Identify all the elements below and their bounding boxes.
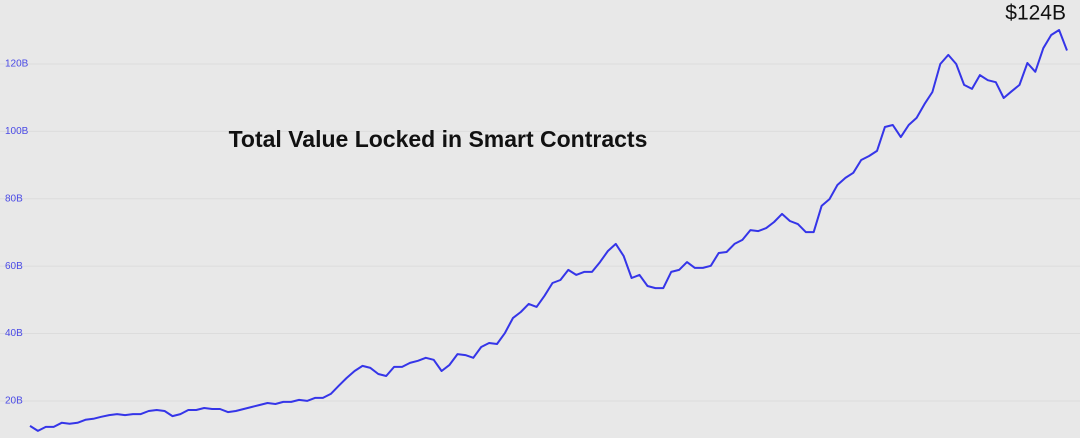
- y-tick-label: 100B: [5, 126, 29, 137]
- y-tick-label: 40B: [5, 328, 23, 339]
- annotation: $124B: [1005, 2, 1066, 25]
- line-series: [29, 29, 1068, 432]
- y-tick-label: 120B: [5, 59, 29, 70]
- y-tick-label: 20B: [5, 396, 23, 407]
- chart-title: Total Value Locked in Smart Contracts: [229, 126, 648, 152]
- y-tick-label: 80B: [5, 193, 23, 204]
- y-tick-label: 60B: [5, 261, 23, 272]
